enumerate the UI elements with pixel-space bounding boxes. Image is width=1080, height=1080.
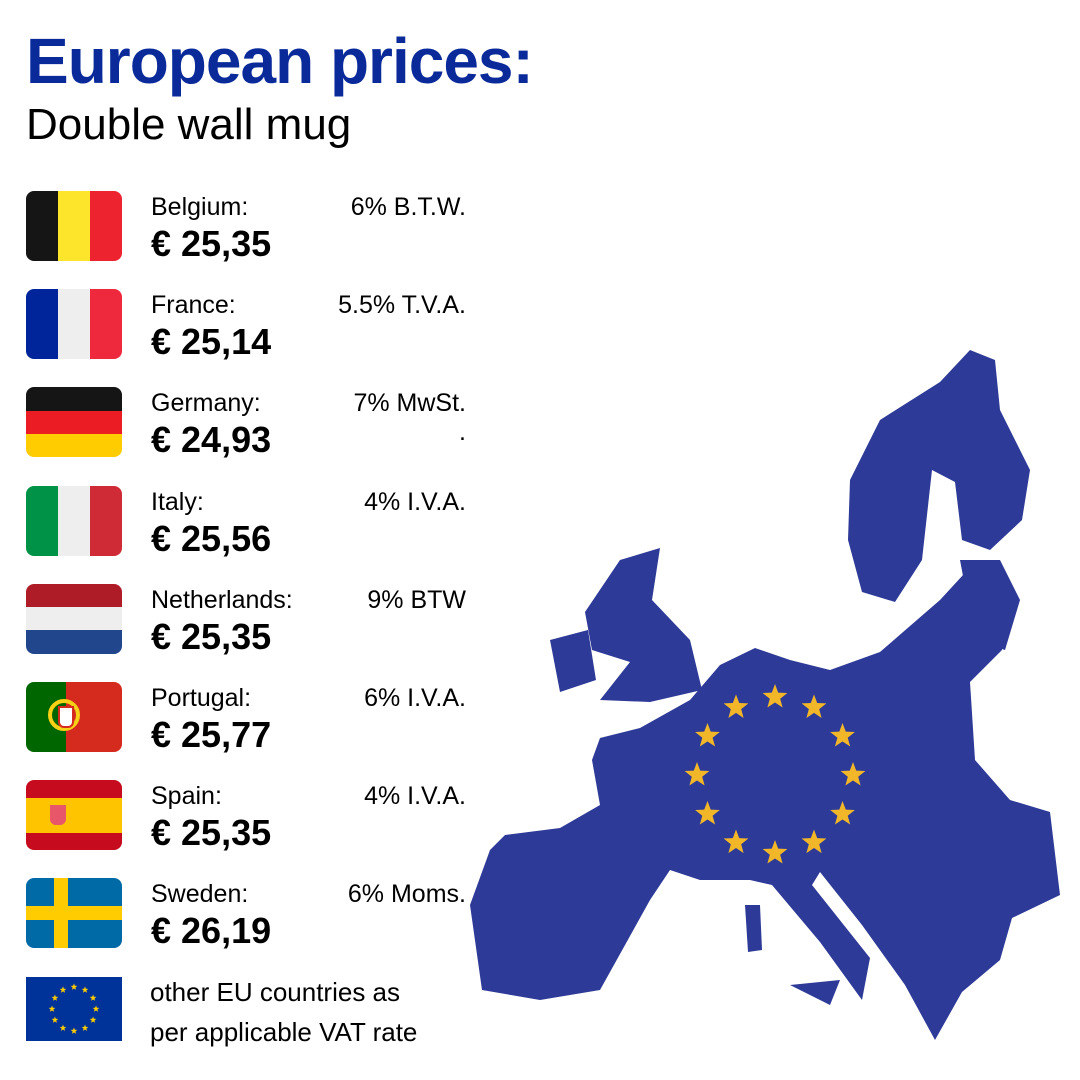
- eu-flag-star-icon: [48, 1005, 56, 1012]
- eu-star-icon: [684, 762, 710, 786]
- vat-rate: 6% Moms.: [348, 880, 466, 909]
- italy-flag-icon: [26, 485, 122, 556]
- eu-flag-star-icon: [59, 986, 67, 993]
- vat-label: 4% I.V.A.: [364, 487, 466, 516]
- eu-star-icon: [762, 840, 788, 864]
- vat-label: 6% Moms.: [347, 880, 466, 909]
- map-sicily: [790, 980, 840, 1005]
- country-row: Belgium: 6% B.T.W. € 25,35: [26, 191, 476, 264]
- vat-label: 4% I.V.A.: [364, 782, 466, 811]
- map-ireland: [550, 630, 596, 692]
- eu-star-icon: [801, 829, 827, 854]
- eu-flag-star-icon: [89, 1016, 97, 1023]
- country-name: Germany:: [151, 389, 261, 418]
- vat-rate: 9% BTW: [367, 586, 466, 615]
- map-finland-east: [960, 560, 1020, 650]
- netherlands-flag-icon: [26, 583, 122, 654]
- country-name: Sweden:: [151, 880, 249, 909]
- eu-flag-star-icon: [81, 986, 89, 993]
- map-sardinia: [745, 905, 762, 952]
- country-row: Netherlands: 9% BTW € 25,35: [26, 583, 476, 657]
- eu-flag-star-icon: [70, 1027, 78, 1034]
- vat-label: 5.5% T.V.A.: [338, 291, 466, 320]
- eu-flag-icon: [26, 977, 122, 1041]
- eu-star-icon: [830, 723, 855, 747]
- note-line-2: per applicable VAT rate: [150, 1017, 418, 1047]
- price: € 25,56: [151, 517, 272, 559]
- eu-note-row: [26, 977, 476, 1049]
- page-title: European prices:: [26, 25, 534, 97]
- eu-star-icon: [723, 829, 749, 854]
- vat-label: 7% MwSt.: [353, 389, 466, 418]
- vat-rate: 7% MwSt..: [353, 389, 466, 447]
- vat-extra: .: [459, 418, 466, 447]
- eu-flag-star-icon: [51, 994, 59, 1001]
- vat-label: 6% B.T.W.: [350, 193, 466, 221]
- eu-flag-star-icon: [51, 1016, 59, 1023]
- price: € 25,77: [151, 714, 272, 755]
- eu-star-icon: [723, 694, 749, 718]
- vat-label: 9% BTW: [367, 585, 466, 614]
- country-name: Portugal:: [151, 684, 252, 712]
- country-row: Germany: 7% MwSt.. € 24,93: [26, 387, 476, 461]
- vat-rate: 4% I.V.A.: [364, 488, 466, 517]
- country-row: France: 5.5% T.V.A. € 25,14: [26, 289, 476, 363]
- country-row: Spain: 4% I.V.A. € 25,35: [26, 780, 476, 854]
- vat-rate: 5.5% T.V.A.: [338, 291, 466, 320]
- price: € 25,35: [151, 812, 272, 854]
- eu-flag-star-icon: [89, 994, 97, 1001]
- page-subtitle: Double wall mug: [26, 100, 352, 149]
- country-row: Portugal: 6% I.V.A. € 25,77: [26, 682, 476, 755]
- price: € 24,93: [151, 419, 272, 461]
- vat-rate: 6% I.V.A.: [364, 684, 466, 713]
- spain-flag-icon: [26, 780, 122, 851]
- price: € 25,14: [151, 321, 272, 363]
- country-name: Belgium:: [151, 193, 249, 221]
- eu-flag-star-icon: [92, 1005, 100, 1012]
- eu-flag-star-icon: [59, 1024, 67, 1031]
- price: € 26,19: [151, 910, 272, 952]
- country-row: Italy: 4% I.V.A. € 25,56: [26, 485, 476, 559]
- sweden-flag-icon: [26, 878, 122, 949]
- portugal-flag-icon: [26, 682, 122, 752]
- vat-label: 6% I.V.A.: [364, 684, 466, 712]
- country-name: France:: [151, 291, 236, 320]
- france-flag-icon: [26, 289, 122, 360]
- country-name: Netherlands:: [151, 585, 293, 614]
- map-scandinavia: [848, 350, 1030, 602]
- eu-star-icon: [840, 762, 866, 786]
- country-row: Sweden: 6% Moms. € 26,19: [26, 878, 476, 952]
- eu-star-icon: [801, 694, 827, 718]
- vat-rate: 4% I.V.A.: [364, 782, 466, 811]
- belgium-flag-icon: [26, 191, 122, 261]
- vat-rate: 6% B.T.W.: [351, 193, 466, 222]
- price: € 25,35: [151, 223, 272, 264]
- eu-star-icon: [830, 801, 855, 825]
- eu-star-icon: [762, 684, 788, 708]
- eu-flag-star-icon: [70, 983, 78, 990]
- country-name: Italy:: [151, 487, 204, 516]
- price: € 25,35: [151, 615, 272, 657]
- eu-flag-star-icon: [81, 1024, 89, 1031]
- eu-star-icon: [695, 801, 720, 825]
- eu-star-icon: [695, 723, 720, 747]
- country-name: Spain:: [151, 782, 222, 811]
- eu-stars: [684, 684, 866, 864]
- eu-note: other EU countries as per applicable VAT…: [150, 972, 417, 1052]
- note-line-1: other EU countries as: [150, 977, 401, 1007]
- germany-flag-icon: [26, 387, 122, 458]
- map-uk: [585, 548, 702, 702]
- map-mainland: [470, 562, 1060, 1040]
